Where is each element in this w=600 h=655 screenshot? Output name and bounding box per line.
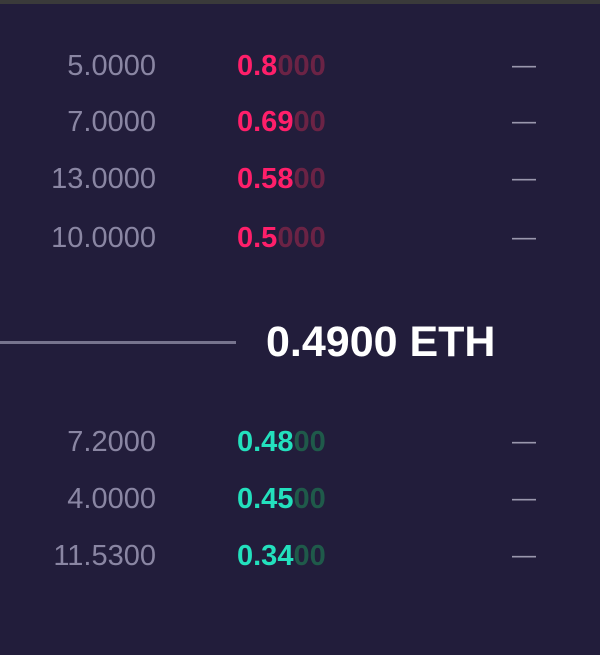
ask-price-trailing-zeros: 000 [277, 50, 326, 82]
ask-row[interactable]: 13.0000 0.5800 — [0, 159, 600, 199]
ask-price: 0.5800 [237, 159, 326, 199]
bid-price: 0.3400 [237, 536, 326, 576]
ask-price: 0.6900 [237, 102, 326, 142]
bid-row[interactable]: 7.2000 0.4800 — [0, 422, 600, 462]
ask-amount: 7.0000 [67, 106, 156, 138]
ask-total: — [512, 52, 536, 79]
bid-total: — [512, 485, 536, 512]
bid-price-significant: 0.34 [237, 540, 294, 572]
ask-amount: 5.0000 [67, 50, 156, 82]
ask-row[interactable]: 5.0000 0.8000 — [0, 46, 600, 86]
ask-total: — [512, 108, 536, 135]
ask-amount: 13.0000 [51, 163, 156, 195]
ask-row[interactable]: 7.0000 0.6900 — [0, 102, 600, 142]
ask-price-significant: 0.69 [237, 106, 294, 138]
bid-price-trailing-zeros: 00 [293, 426, 326, 458]
last-price: 0.4900 ETH [266, 318, 496, 366]
ask-price: 0.8000 [237, 46, 326, 86]
ask-price-significant: 0.5 [237, 222, 278, 254]
bid-amount: 4.0000 [67, 483, 156, 515]
bid-amount: 11.5300 [53, 540, 156, 572]
bid-amount: 7.2000 [67, 426, 156, 458]
ask-price-trailing-zeros: 00 [293, 163, 326, 195]
ask-price-significant: 0.8 [237, 50, 278, 82]
bid-price-trailing-zeros: 00 [293, 540, 326, 572]
ask-price-significant: 0.58 [237, 163, 294, 195]
ask-amount: 10.0000 [51, 222, 156, 254]
bid-row[interactable]: 4.0000 0.4500 — [0, 479, 600, 519]
bid-row[interactable]: 11.5300 0.3400 — [0, 536, 600, 576]
bid-price: 0.4800 [237, 422, 326, 462]
bid-total: — [512, 542, 536, 569]
ask-total: — [512, 224, 536, 251]
spread-divider [0, 341, 236, 344]
bid-price-trailing-zeros: 00 [293, 483, 326, 515]
bid-price-significant: 0.48 [237, 426, 294, 458]
ask-row[interactable]: 10.0000 0.5000 — [0, 218, 600, 258]
bid-total: — [512, 428, 536, 455]
bid-price-significant: 0.45 [237, 483, 294, 515]
ask-price-trailing-zeros: 00 [293, 106, 326, 138]
ask-price-trailing-zeros: 000 [277, 222, 326, 254]
bid-price: 0.4500 [237, 479, 326, 519]
ask-price: 0.5000 [237, 218, 326, 258]
ask-total: — [512, 165, 536, 192]
